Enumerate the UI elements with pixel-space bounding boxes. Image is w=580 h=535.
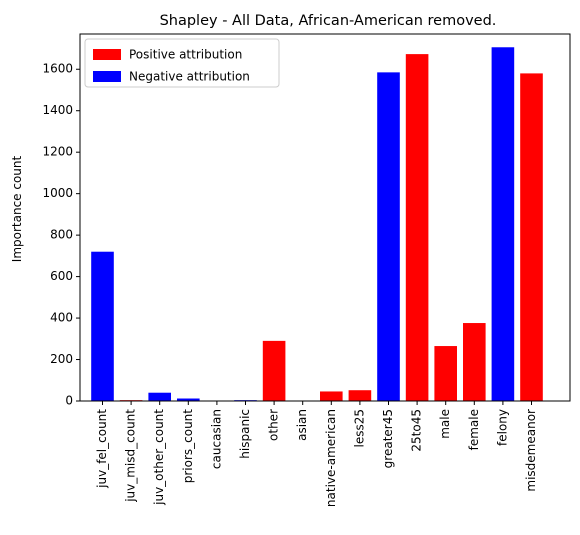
x-tick-label: asian [295, 409, 309, 441]
x-tick-label: other [267, 409, 281, 441]
x-tick-label: felony [495, 409, 509, 446]
legend-box [84, 38, 280, 88]
legend-label-negative: Negative attribution [129, 70, 250, 84]
y-tick-label: 1200 [42, 145, 73, 159]
legend-swatch-positive [93, 49, 121, 60]
bar-greater45 [377, 72, 400, 402]
bar-juv_other_count [148, 392, 171, 401]
x-tick-label: female [467, 409, 481, 450]
bars-group [91, 47, 543, 402]
y-tick-label: 800 [50, 228, 73, 242]
x-tick-label: less25 [352, 409, 366, 448]
y-tick-label: 400 [50, 311, 73, 325]
y-tick-label: 1000 [42, 186, 73, 200]
bar-misdemeanor [520, 73, 543, 402]
chart-title: Shapley - All Data, African-American rem… [160, 13, 497, 29]
x-tick-label: greater45 [381, 409, 395, 468]
y-tick-label: 0 [65, 394, 73, 408]
y-tick-label: 1400 [42, 103, 73, 117]
bar-felony [491, 47, 515, 402]
x-tick-label: hispanic [238, 409, 252, 459]
bar-juv_fel_count [91, 251, 114, 401]
bar-25to45 [405, 54, 429, 402]
legend: Positive attribution Negative attribution [84, 38, 280, 88]
legend-label-positive: Positive attribution [129, 48, 242, 62]
x-tick-label: juv_other_count [152, 409, 166, 506]
x-tick-label: caucasian [209, 409, 223, 469]
legend-swatch-negative [93, 71, 121, 82]
y-axis: 0 200 400 600 800 1000 1200 1400 1600 [42, 62, 80, 408]
x-tick-label: 25to45 [410, 409, 424, 452]
y-axis-label: Importance count [10, 155, 24, 262]
bar-male [434, 346, 457, 401]
x-tick-label: priors_count [181, 409, 195, 484]
bar-priors_count [177, 398, 200, 401]
x-tick-label: juv_misd_count [124, 409, 138, 503]
plot-frame [79, 33, 571, 402]
bar-female [463, 323, 486, 401]
x-tick-label: male [438, 409, 452, 439]
x-axis: juv_fel_count juv_misd_count juv_other_cou… [95, 401, 538, 507]
bar-less25 [348, 390, 372, 401]
y-tick-label: 1600 [42, 62, 73, 76]
x-tick-label: juv_fel_count [95, 409, 109, 489]
x-tick-label: misdemeanor [524, 409, 538, 492]
bar-other [262, 340, 286, 401]
x-tick-label: native-american [324, 409, 338, 507]
bar-native-american [320, 391, 343, 401]
y-tick-label: 200 [50, 352, 73, 366]
y-tick-label: 600 [50, 269, 73, 283]
